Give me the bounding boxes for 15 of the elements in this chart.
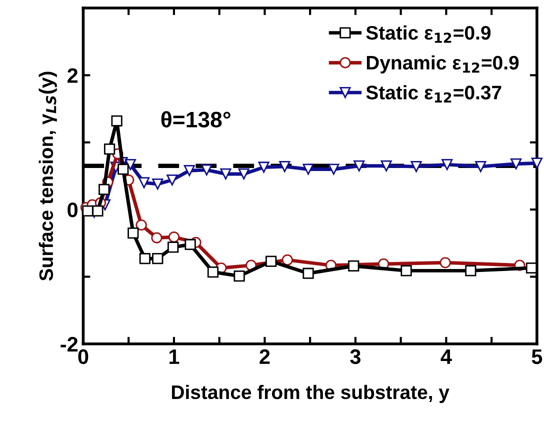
x-tick-label: 1	[169, 350, 180, 364]
y-tick-label: 2	[68, 68, 78, 83]
x-tick-label: 5	[532, 350, 542, 364]
y-tick-label: -2	[60, 336, 78, 352]
legend-label: Static ε$_{12}$=0.9	[366, 25, 491, 43]
legend-label: Static ε$_{12}$=0.37	[366, 85, 502, 102]
y-axis-title: Surface tension, γ$_{LS}$(y)	[38, 72, 57, 281]
annotation: θ=138°	[161, 111, 230, 128]
x-tick-label: 3	[350, 349, 360, 364]
x-tick-label: 2	[260, 349, 270, 364]
x-axis-title: Distance from the substrate, y	[172, 384, 450, 403]
x-tick-label: 0	[78, 349, 88, 364]
legend-label: Dynamic ε$_{12}$=0.9	[366, 55, 519, 74]
x-tick-label: 4	[440, 350, 452, 364]
y-tick-label: 0	[68, 202, 78, 218]
